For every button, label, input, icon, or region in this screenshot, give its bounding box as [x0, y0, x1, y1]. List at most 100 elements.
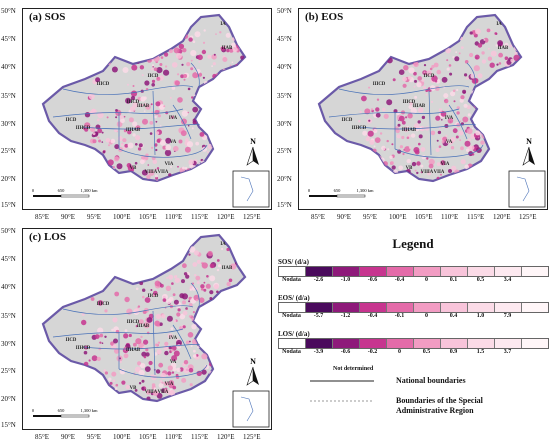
region-label: IICD	[424, 74, 435, 79]
legend-swatch	[333, 339, 360, 348]
longitude-tick: 100°E	[113, 213, 131, 221]
region-label: VB	[130, 166, 137, 171]
legend-swatch	[468, 303, 495, 312]
eos-color-ramp	[278, 302, 549, 313]
region-label: VIIA	[434, 170, 445, 175]
longitude-tick: 85°E	[311, 213, 326, 221]
legend-swatch	[495, 339, 522, 348]
longitude-tick: 115°E	[467, 213, 485, 221]
legend-swatch	[441, 303, 468, 312]
region-label: IIHAB	[126, 128, 141, 133]
region-label: VB	[406, 166, 413, 171]
legend-tick: -0.6	[367, 277, 378, 283]
scale-tick: 0	[32, 188, 35, 193]
latitude-tick: 25°N	[277, 147, 292, 155]
legend-tick: 3.7	[503, 349, 512, 355]
sos-color-ramp	[278, 266, 549, 277]
longitude-tick: 90°E	[61, 213, 76, 221]
inset-coast	[240, 176, 254, 202]
legend-swatch	[495, 303, 522, 312]
latitude-tick: 15°N	[277, 201, 292, 209]
latitude-tick: 15°N	[1, 201, 16, 209]
region-label: IICD	[66, 118, 77, 123]
eco-zone-boundary	[394, 144, 484, 158]
legend-tick: 0	[398, 349, 401, 355]
latitude-tick: 50°N	[277, 7, 292, 15]
eco-zone-boundary	[172, 324, 192, 360]
latitude-tick: 40°N	[277, 63, 292, 71]
eos-legend-ticks: Nodata -5.7 -1.2 -0.4 -0.1 0 0.4 1.0 7.9	[278, 313, 521, 319]
legend-title: Legend	[392, 236, 434, 251]
eco-zone-boundary	[118, 144, 208, 158]
legend-tick: Nodata	[282, 313, 301, 319]
region-label: IIICD	[127, 320, 140, 325]
legend-tick: -0.1	[394, 313, 405, 319]
legend-swatch	[468, 339, 495, 348]
latitude-tick: 50°N	[1, 227, 16, 235]
legend-swatch	[360, 267, 387, 276]
legend-tick: -0.4	[394, 277, 405, 283]
longitude-tick: 120°E	[217, 213, 235, 221]
longitude-tick: 90°E	[61, 433, 76, 441]
legend-swatch	[522, 339, 548, 348]
region-label: IIIAB	[413, 104, 426, 109]
scale-bar: 0 650 1,300 km	[32, 188, 98, 198]
longitude-tick: 120°E	[217, 433, 235, 441]
region-label: IIHCD	[352, 126, 367, 131]
inset-map	[508, 170, 546, 208]
longitude-tick: 100°E	[389, 213, 407, 221]
legend-swatch	[414, 267, 441, 276]
longitude-tick: 95°E	[363, 213, 378, 221]
nodata-swatch	[279, 303, 306, 312]
legend-tick: 7.9	[503, 313, 512, 319]
legend-swatch	[522, 303, 548, 312]
legend-tick: -1.0	[340, 277, 351, 283]
eco-zone-boundary	[172, 104, 192, 140]
region-label: VA	[446, 140, 453, 145]
legend-tick: 0.5	[422, 349, 431, 355]
longitude-tick: 95°E	[87, 433, 102, 441]
legend-tick: -2.6	[313, 277, 324, 283]
legend-tick: -1.2	[340, 313, 351, 319]
latitude-tick: 45°N	[1, 35, 16, 43]
region-label: IA	[220, 22, 226, 27]
legend-swatch	[306, 339, 333, 348]
map-panel-sos: IA IIAB IICD IIICD IICD IIIAB IIICD IIHCD IIHAB I…	[22, 8, 272, 210]
longitude-tick: 90°E	[337, 213, 352, 221]
region-label: VIA	[165, 162, 174, 167]
scale-tick: 650	[58, 188, 66, 193]
legend-swatch	[414, 303, 441, 312]
eco-zone-boundary	[338, 85, 470, 95]
inset-coast	[240, 396, 254, 422]
eco-zone-boundary	[52, 108, 184, 118]
scale-tick: 1,300 km	[80, 188, 98, 194]
longitude-tick: 105°E	[139, 213, 157, 221]
longitude-tick: 125°E	[519, 213, 537, 221]
eco-zone-boundary	[466, 62, 476, 88]
legend-swatch	[414, 339, 441, 348]
longitude-tick: 85°E	[35, 433, 50, 441]
sar-boundaries-label-2: Administrative Region	[396, 406, 474, 415]
region-label: IICD	[342, 118, 353, 123]
latitude-tick: 30°N	[277, 120, 292, 128]
legend-swatch	[333, 303, 360, 312]
region-label: VIA	[165, 382, 174, 387]
legend-tick: 3.4	[503, 277, 512, 283]
scale-tick: 1,300 km	[80, 408, 98, 414]
region-label: IA	[220, 242, 226, 247]
latitude-tick: 20°N	[1, 175, 16, 183]
map-panel-eos: IA IIAB IICD IIICD IICD IIIAB IIICD IIHCD IIHAB I…	[298, 8, 548, 210]
eco-zone-boundary	[190, 282, 200, 308]
region-label: VIIIA	[145, 170, 158, 175]
inset-map	[232, 390, 270, 428]
eco-zone-boundary	[328, 108, 460, 118]
legend-swatch	[387, 303, 414, 312]
eco-zone-boundary	[448, 104, 468, 140]
legend-tick: Nodata	[282, 277, 301, 283]
legend-tick: 0.1	[449, 277, 458, 283]
legend-swatch	[441, 339, 468, 348]
region-label: IIAB	[222, 46, 233, 51]
